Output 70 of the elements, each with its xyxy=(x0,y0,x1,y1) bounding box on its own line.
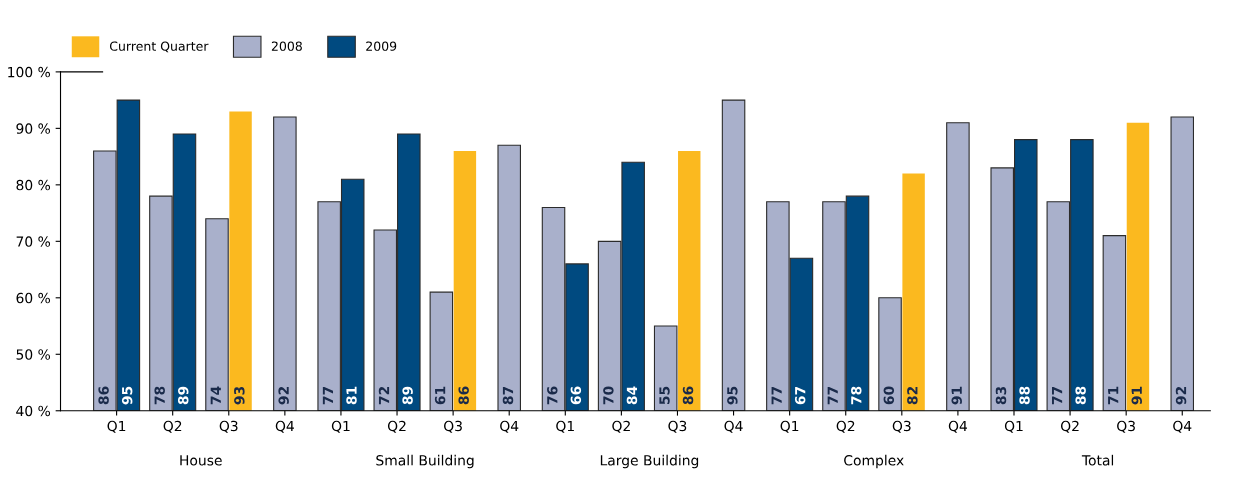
data-label: 78 xyxy=(851,386,862,405)
data-label: 89 xyxy=(177,386,189,405)
x-tick-label: Q1 xyxy=(331,420,350,433)
data-label: 61 xyxy=(434,386,446,405)
x-tick-label: Q4 xyxy=(275,420,294,433)
data-label: 91 xyxy=(1131,386,1142,405)
x-tick-label: Q1 xyxy=(780,420,799,433)
data-label: 82 xyxy=(907,386,918,405)
text: Complex xyxy=(844,454,904,469)
y-tick-label: 50 % xyxy=(16,349,51,360)
x-tick-label: Q2 xyxy=(387,420,406,433)
data-label: 89 xyxy=(402,386,413,405)
data-label: 86 xyxy=(458,386,469,405)
x-tick-label: Q1 xyxy=(556,420,574,433)
data-label: 60 xyxy=(883,386,895,405)
data-label: 77 xyxy=(771,386,782,405)
x-tick-label: Q4 xyxy=(500,420,519,433)
text: Total xyxy=(1081,454,1114,466)
data-label: 67 xyxy=(794,386,806,405)
x-tick-label: Q3 xyxy=(892,420,911,433)
y-tick-label: 100 % xyxy=(8,66,51,78)
data-label: 77 xyxy=(322,386,333,405)
data-label: 91 xyxy=(951,386,962,405)
y-tick-label: 90 % xyxy=(16,123,51,134)
data-label: 92 xyxy=(278,386,289,405)
data-label: 55 xyxy=(659,386,670,405)
data-label: 93 xyxy=(234,386,245,405)
data-label: 84 xyxy=(626,386,638,405)
data-label: 78 xyxy=(154,386,165,405)
data-label: 77 xyxy=(827,386,838,405)
data-label: 70 xyxy=(603,386,614,405)
data-label: 95 xyxy=(727,386,738,405)
text: House xyxy=(180,455,222,466)
x-tick-label: Q4 xyxy=(1173,420,1192,433)
x-tick-label: Q2 xyxy=(612,420,630,433)
data-label: 86 xyxy=(98,386,109,405)
data-label: 72 xyxy=(378,386,390,405)
data-label: 66 xyxy=(570,386,582,405)
x-tick-label: Q2 xyxy=(836,420,855,433)
data-label: 95 xyxy=(121,386,133,405)
y-tick-label: 80 % xyxy=(16,179,51,191)
y-tick-label: 60 % xyxy=(16,292,51,304)
x-tick-label: Q1 xyxy=(107,420,126,433)
data-label: 76 xyxy=(547,386,558,405)
x-tick-label: Q4 xyxy=(948,420,968,433)
text: Small Building xyxy=(376,454,474,469)
data-label: 87 xyxy=(502,386,514,405)
x-tick-label: Q1 xyxy=(1004,420,1023,433)
data-label: 86 xyxy=(682,386,694,405)
x-tick-label: Q2 xyxy=(163,420,182,433)
legend-label: Current Quarter xyxy=(109,41,209,53)
x-tick-label: Q3 xyxy=(444,420,462,433)
legend-label: 2008 xyxy=(271,41,302,51)
text: Large Building xyxy=(600,454,699,469)
legend-label: 2009 xyxy=(366,41,397,51)
x-tick-label: Q2 xyxy=(1060,420,1079,433)
data-label: 77 xyxy=(1052,386,1063,405)
x-tick-label: Q3 xyxy=(219,420,238,433)
data-label: 88 xyxy=(1075,386,1086,405)
y-tick-label: 40 % xyxy=(16,405,51,417)
data-label: 83 xyxy=(995,386,1007,405)
data-label: 88 xyxy=(1019,386,1030,405)
x-tick-label: Q4 xyxy=(724,420,743,433)
x-tick-label: Q3 xyxy=(668,420,687,433)
data-label: 74 xyxy=(210,386,221,405)
y-tick-label: 70 % xyxy=(16,236,51,247)
data-label: 92 xyxy=(1175,386,1187,405)
data-label: 71 xyxy=(1108,386,1119,405)
x-tick-label: Q3 xyxy=(1117,420,1135,433)
data-label: 81 xyxy=(346,386,357,405)
